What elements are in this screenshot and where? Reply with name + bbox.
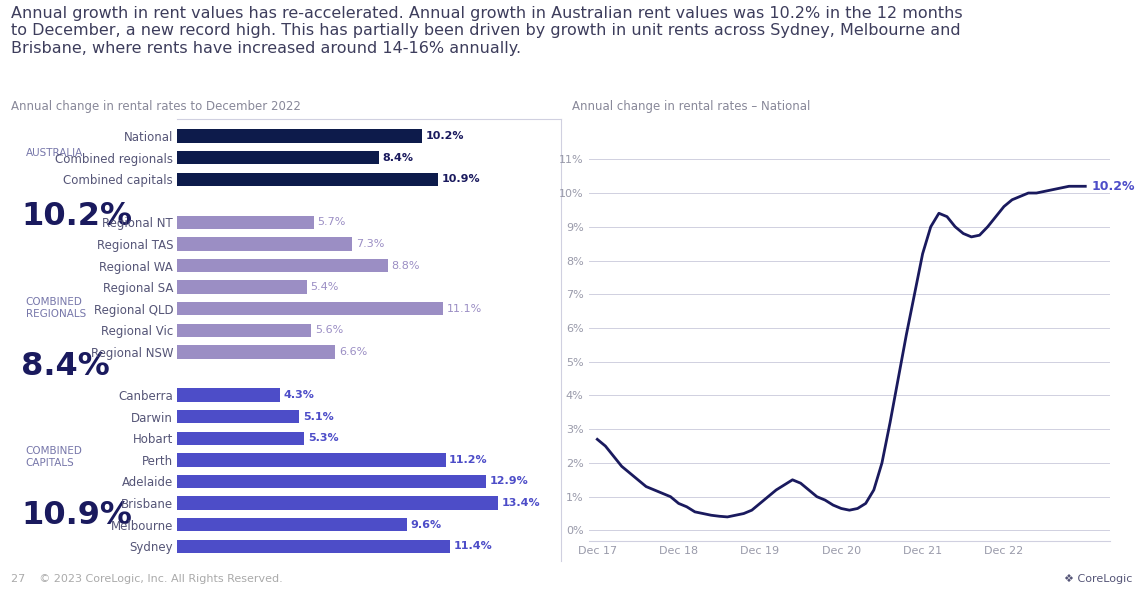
Bar bbox=[177, 539, 451, 553]
Text: 5.4%: 5.4% bbox=[310, 282, 339, 292]
Text: 7.3%: 7.3% bbox=[356, 239, 384, 249]
Text: 10.9%: 10.9% bbox=[442, 174, 480, 184]
Text: 10.9%: 10.9% bbox=[22, 500, 133, 530]
Text: 4.3%: 4.3% bbox=[284, 390, 315, 400]
Text: 11.4%: 11.4% bbox=[454, 541, 493, 551]
Text: 8.8%: 8.8% bbox=[391, 261, 420, 271]
Bar bbox=[177, 324, 311, 337]
Bar bbox=[177, 410, 300, 424]
Text: AUSTRALIA: AUSTRALIA bbox=[26, 148, 84, 157]
Text: 12.9%: 12.9% bbox=[490, 476, 529, 486]
Text: 5.3%: 5.3% bbox=[308, 433, 339, 443]
Text: 10.2%: 10.2% bbox=[22, 201, 133, 232]
Text: 8.4%: 8.4% bbox=[22, 350, 110, 381]
Text: 10.2%: 10.2% bbox=[1091, 180, 1135, 193]
Bar bbox=[177, 518, 407, 531]
Text: 8.4%: 8.4% bbox=[382, 153, 413, 163]
Text: 5.7%: 5.7% bbox=[317, 217, 345, 228]
Bar bbox=[177, 302, 443, 315]
Bar bbox=[177, 453, 445, 466]
Text: COMBINED
REGIONALS: COMBINED REGIONALS bbox=[26, 297, 86, 319]
Text: 6.6%: 6.6% bbox=[339, 347, 367, 357]
Text: 9.6%: 9.6% bbox=[411, 520, 442, 530]
Text: Annual change in rental rates – National: Annual change in rental rates – National bbox=[572, 100, 810, 113]
Text: 11.1%: 11.1% bbox=[447, 304, 482, 314]
Bar bbox=[177, 238, 352, 251]
Bar bbox=[177, 497, 499, 510]
Bar bbox=[177, 151, 379, 165]
Text: 5.1%: 5.1% bbox=[303, 412, 334, 422]
Text: 10.2%: 10.2% bbox=[426, 131, 463, 141]
Text: Annual growth in rent values has re-accelerated. Annual growth in Australian ren: Annual growth in rent values has re-acce… bbox=[11, 6, 963, 56]
Bar bbox=[177, 259, 388, 272]
Text: Annual change in rental rates to December 2022: Annual change in rental rates to Decembe… bbox=[11, 100, 301, 113]
Bar bbox=[177, 388, 280, 402]
Bar bbox=[177, 432, 304, 445]
Text: 11.2%: 11.2% bbox=[450, 455, 487, 465]
Bar bbox=[177, 129, 422, 143]
Bar bbox=[177, 216, 313, 229]
Bar bbox=[177, 475, 486, 488]
Text: 13.4%: 13.4% bbox=[502, 498, 540, 508]
Bar bbox=[177, 345, 335, 359]
Bar bbox=[177, 172, 438, 186]
Text: COMBINED
CAPITALS: COMBINED CAPITALS bbox=[26, 446, 82, 468]
Text: ❖ CoreLogic: ❖ CoreLogic bbox=[1064, 574, 1133, 584]
Text: 5.6%: 5.6% bbox=[315, 326, 343, 336]
Bar bbox=[177, 280, 307, 294]
Text: 27    © 2023 CoreLogic, Inc. All Rights Reserved.: 27 © 2023 CoreLogic, Inc. All Rights Res… bbox=[11, 574, 284, 584]
